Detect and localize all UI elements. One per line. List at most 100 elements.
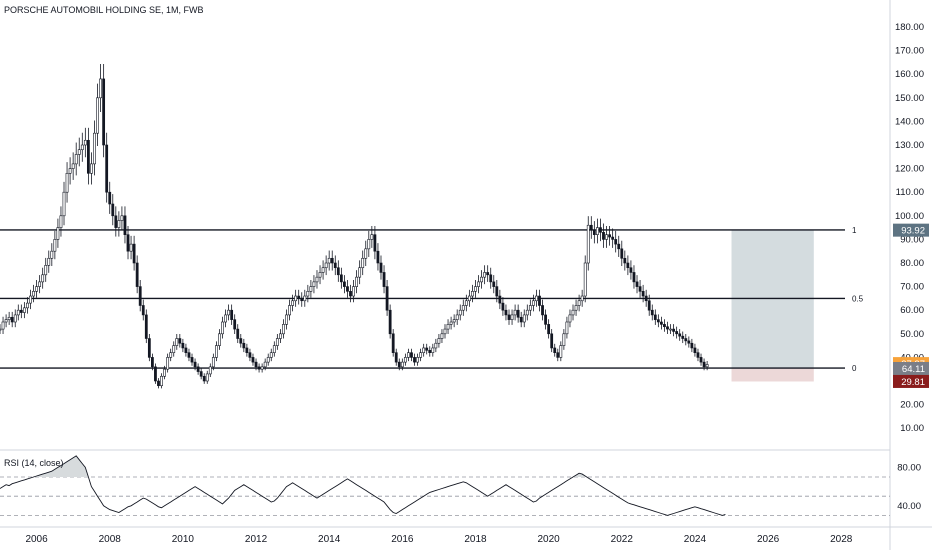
candle xyxy=(336,260,340,282)
candle xyxy=(80,132,84,162)
candle-body xyxy=(422,347,426,353)
candle xyxy=(699,353,703,366)
candle-body xyxy=(589,224,593,231)
candle xyxy=(455,309,459,325)
candle xyxy=(13,309,17,328)
candle-body xyxy=(656,319,660,323)
candle xyxy=(589,216,593,239)
candle xyxy=(623,250,627,271)
candle-body xyxy=(4,319,8,323)
candle-body xyxy=(71,163,75,169)
candle-body xyxy=(306,291,310,297)
candle-body xyxy=(550,333,554,349)
candle-body xyxy=(595,227,599,235)
candle-body xyxy=(10,316,14,323)
candle-body xyxy=(111,203,115,217)
candle xyxy=(108,181,112,214)
candle-body xyxy=(172,345,176,353)
candle xyxy=(388,304,392,339)
candle-body xyxy=(333,262,337,269)
candle-body xyxy=(586,224,590,264)
price-tick-label: 80.00 xyxy=(900,258,924,269)
candle-body xyxy=(56,227,60,240)
candle xyxy=(547,319,551,339)
candle-body xyxy=(486,272,490,276)
candle xyxy=(705,360,709,371)
candle xyxy=(65,162,69,203)
candle-body xyxy=(90,163,93,174)
candle-body xyxy=(211,357,215,368)
candle-body xyxy=(291,300,295,306)
price-tag-text: 93.92 xyxy=(901,226,925,237)
candle xyxy=(538,289,541,312)
candle xyxy=(638,279,642,298)
candle xyxy=(233,314,237,334)
candle xyxy=(592,221,596,244)
candle-body xyxy=(285,314,288,325)
candle-body xyxy=(608,234,611,238)
candle xyxy=(647,294,651,316)
candle-body xyxy=(32,291,35,297)
candle xyxy=(327,250,331,271)
candle-body xyxy=(592,229,596,235)
candle xyxy=(416,353,419,366)
candle-body xyxy=(434,342,438,349)
time-tick-label: 2026 xyxy=(757,534,780,545)
candle xyxy=(318,265,322,285)
candle xyxy=(361,250,365,276)
candle-body xyxy=(251,357,255,363)
candle xyxy=(93,120,96,176)
candle xyxy=(565,316,569,339)
candle xyxy=(531,294,535,312)
candle xyxy=(602,223,605,248)
candle xyxy=(120,206,124,230)
candle xyxy=(129,235,133,260)
candle xyxy=(297,289,301,305)
candle-body xyxy=(501,302,505,311)
candle-body xyxy=(233,319,237,330)
candle-body xyxy=(358,267,362,278)
candle xyxy=(397,358,401,371)
candle xyxy=(291,294,295,312)
candle xyxy=(32,284,35,303)
candle-body xyxy=(699,357,703,363)
candle-body xyxy=(379,262,383,273)
candle-body xyxy=(166,357,170,370)
candle-body xyxy=(0,328,2,331)
candle xyxy=(105,132,109,203)
candle xyxy=(266,353,270,366)
price-tag-text: 29.81 xyxy=(901,377,925,388)
candle xyxy=(324,255,328,276)
candle-body xyxy=(178,338,182,344)
candle-body xyxy=(16,309,20,316)
candle xyxy=(215,341,218,362)
rsi-tick-label: 80.00 xyxy=(897,462,921,473)
candle xyxy=(358,260,362,285)
candle-body xyxy=(660,321,663,325)
candle xyxy=(626,255,630,276)
candle xyxy=(464,294,468,312)
candle xyxy=(403,353,407,366)
candle-body xyxy=(157,380,160,387)
time-tick-label: 2006 xyxy=(25,534,48,545)
candle xyxy=(495,279,499,303)
candle xyxy=(150,353,154,371)
candle xyxy=(56,218,60,248)
candle xyxy=(300,292,304,307)
candle-body xyxy=(641,291,645,297)
time-tick-label: 2024 xyxy=(684,534,707,545)
candle-body xyxy=(644,295,648,302)
candle xyxy=(477,275,480,294)
candle-body xyxy=(272,345,276,353)
candle-body xyxy=(544,314,547,325)
candle xyxy=(86,127,90,185)
candle-body xyxy=(617,243,621,250)
candle xyxy=(641,284,645,303)
candle xyxy=(413,353,416,366)
candle xyxy=(38,275,42,294)
candle xyxy=(68,157,72,185)
candle xyxy=(154,363,157,384)
rsi-title: RSI (14, close) xyxy=(4,458,64,468)
candle-body xyxy=(611,236,615,240)
